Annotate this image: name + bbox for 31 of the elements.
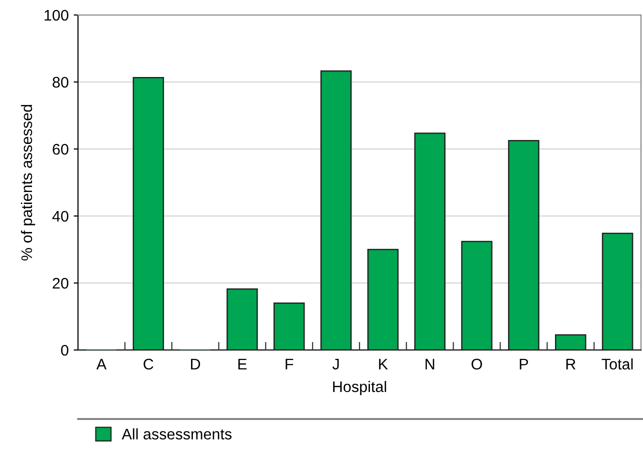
bar xyxy=(273,302,305,350)
x-tick-label: Total xyxy=(602,358,633,370)
bar xyxy=(414,132,446,350)
y-tick-label: 0 xyxy=(61,344,68,356)
x-tick-label: P xyxy=(520,358,528,370)
y-tick-label: 40 xyxy=(52,210,68,222)
bar xyxy=(132,77,164,350)
x-tick-label: C xyxy=(144,358,154,370)
x-tick-label: A xyxy=(96,358,107,370)
bar xyxy=(320,70,352,350)
y-tick-label: 80 xyxy=(52,76,68,88)
x-tick-label: D xyxy=(191,358,200,370)
x-tick-label: J xyxy=(332,358,339,370)
bar xyxy=(508,140,540,350)
bar xyxy=(554,334,586,350)
x-tick-label: E xyxy=(238,358,247,370)
legend-label: All assessments xyxy=(122,428,232,440)
x-tick-label: K xyxy=(379,358,388,370)
x-tick-label: N xyxy=(426,358,434,370)
y-tick-label: 60 xyxy=(52,144,68,155)
x-axis-title: Hospital xyxy=(333,380,386,396)
bar xyxy=(602,232,634,350)
y-tick-label: 20 xyxy=(52,278,68,289)
bar xyxy=(367,248,399,350)
bar xyxy=(461,240,492,350)
y-axis-title: % of patients assessed xyxy=(20,104,36,261)
x-tick-label: F xyxy=(286,358,294,370)
bar xyxy=(226,288,258,350)
x-tick-label: R xyxy=(566,358,576,370)
y-tick-label: 100 xyxy=(44,10,68,21)
x-tick-label: O xyxy=(472,358,482,370)
